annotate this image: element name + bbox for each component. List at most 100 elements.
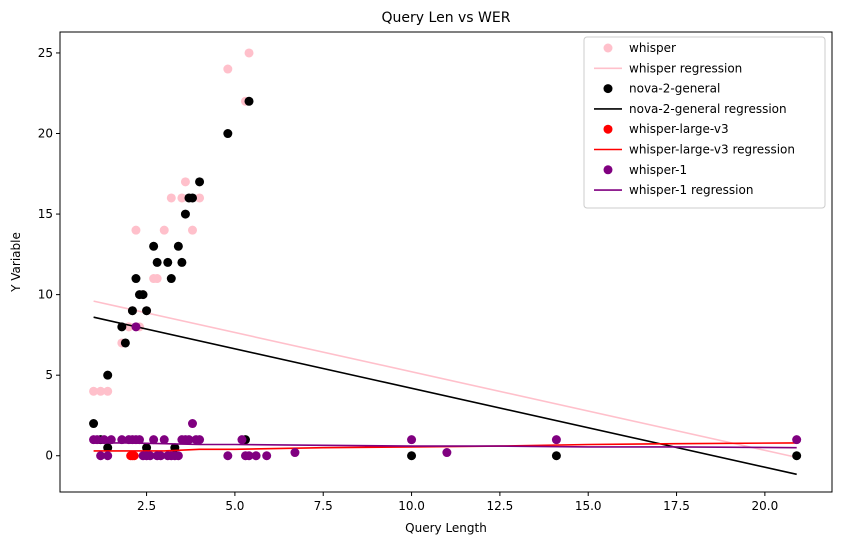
whisper-1-regression-line [93, 442, 797, 449]
legend-label: nova-2-general [629, 82, 720, 96]
whisper-1-point [159, 435, 169, 445]
nova-2-general-point [127, 306, 137, 316]
nova-2-general-point [103, 370, 113, 380]
nova-2-general-point [244, 96, 254, 106]
whisper-1-point [134, 435, 144, 445]
y-tick-label: 25 [38, 46, 53, 60]
nova-2-general-point [120, 338, 130, 348]
legend-label: whisper-large-v3 regression [629, 143, 795, 157]
whisper-1-point [442, 448, 452, 458]
nova-2-general-point [187, 193, 197, 203]
x-tick-label: 12.5 [487, 499, 514, 513]
x-axis-ticks: 2.5 5.0 7.5 10.0 12.5 15.0 17.5 20.0 [137, 492, 778, 513]
whisper-1-point [195, 435, 205, 445]
x-tick-label: 15.0 [575, 499, 602, 513]
whisper-1-point [131, 322, 141, 332]
whisper-series [89, 48, 254, 396]
whisper-1-point [173, 451, 183, 461]
whisper-1-point [92, 435, 102, 445]
nova-2-general-regression-series [93, 316, 797, 476]
x-axis-label: Query Length [405, 521, 487, 535]
nova-2-general-point [223, 129, 233, 139]
whisper-1-regression-series [93, 442, 797, 449]
whisper-point [166, 193, 176, 203]
nova-2-general-point [103, 443, 113, 453]
y-axis-ticks: 0 5 10 15 20 25 [38, 46, 60, 463]
legend-item-whisper-large-v3: whisper-large-v3 [603, 122, 729, 136]
whisper-1-point [96, 451, 106, 461]
whisper-point [177, 193, 187, 203]
nova-2-general-point [180, 209, 190, 219]
legend-marker [603, 84, 613, 94]
legend-label: nova-2-general regression [629, 102, 787, 116]
x-tick-label: 20.0 [752, 499, 779, 513]
nova-2-general-point [173, 241, 183, 251]
legend-item-whisper-regression: whisper regression [594, 61, 742, 75]
y-tick-label: 15 [38, 207, 53, 221]
whisper-1-point [551, 435, 561, 445]
nova-2-general-point [138, 290, 148, 300]
legend-label: whisper-1 [629, 163, 687, 177]
whisper-point [152, 274, 162, 284]
legend-label: whisper regression [629, 61, 742, 75]
whisper-point [103, 386, 113, 396]
legend-item-whisper-1: whisper-1 [603, 163, 687, 177]
whisper-point [244, 48, 254, 58]
whisper-point [96, 386, 106, 396]
nova-2-general-point [131, 274, 141, 284]
nova-2-general-point [142, 443, 152, 453]
legend-label: whisper-large-v3 [629, 122, 729, 136]
chart-title: Query Len vs WER [382, 10, 511, 26]
whisper-point [131, 225, 141, 235]
whisper-point [223, 64, 233, 74]
whisper-1-point [237, 435, 247, 445]
nova-2-general-point [195, 177, 205, 187]
x-tick-label: 17.5 [663, 499, 690, 513]
plot-series [89, 48, 802, 476]
legend-item-nova-2-general-regression: nova-2-general regression [594, 102, 787, 116]
legend: whisper whisper regression nova-2-general n… [583, 36, 826, 209]
whisper-1-point [99, 435, 109, 445]
whisper-large-v3-regression-line [93, 442, 797, 452]
whisper-regression-line [93, 300, 797, 459]
whisper-1-point [149, 435, 159, 445]
x-tick-label: 10.0 [398, 499, 425, 513]
whisper-1-point [251, 451, 261, 461]
whisper-1-point [244, 451, 254, 461]
nova-2-general-point [152, 257, 162, 267]
whisper-1-point [106, 435, 116, 445]
whisper-1-point [792, 435, 802, 445]
whisper-point [159, 225, 169, 235]
legend-label: whisper-1 regression [629, 183, 753, 197]
whisper-point [195, 193, 205, 203]
y-axis-label: Y Variable [9, 232, 23, 293]
nova-2-general-point [149, 241, 159, 251]
whisper-point [180, 177, 190, 187]
whisper-1-point [103, 451, 113, 461]
nova-2-general-regression-line [93, 316, 797, 476]
nova-2-general-point [163, 257, 173, 267]
legend-marker [603, 124, 613, 134]
whisper-1-point [156, 451, 166, 461]
x-tick-label: 5.0 [225, 499, 244, 513]
legend-box [583, 36, 826, 209]
nova-2-general-point [142, 306, 152, 316]
whisper-1-point [262, 451, 272, 461]
y-tick-label: 20 [38, 127, 53, 141]
whisper-1-point [184, 435, 194, 445]
whisper-large-v3-regression-series [93, 442, 797, 452]
y-tick-label: 5 [45, 368, 53, 382]
whisper-point [89, 386, 99, 396]
whisper-1-point [407, 435, 417, 445]
nova-2-general-point [792, 451, 802, 461]
whisper-1-point [223, 451, 233, 461]
legend-item-whisper-1-regression: whisper-1 regression [594, 183, 753, 197]
whisper-1-series [89, 322, 802, 461]
y-tick-label: 10 [38, 288, 53, 302]
x-tick-label: 2.5 [137, 499, 156, 513]
legend-item-whisper-large-v3-regression: whisper-large-v3 regression [594, 143, 795, 157]
plot-frame [59, 31, 833, 493]
whisper-regression-series [93, 300, 797, 459]
legend-item-whisper: whisper [603, 41, 676, 55]
whisper-1-point [187, 419, 197, 429]
